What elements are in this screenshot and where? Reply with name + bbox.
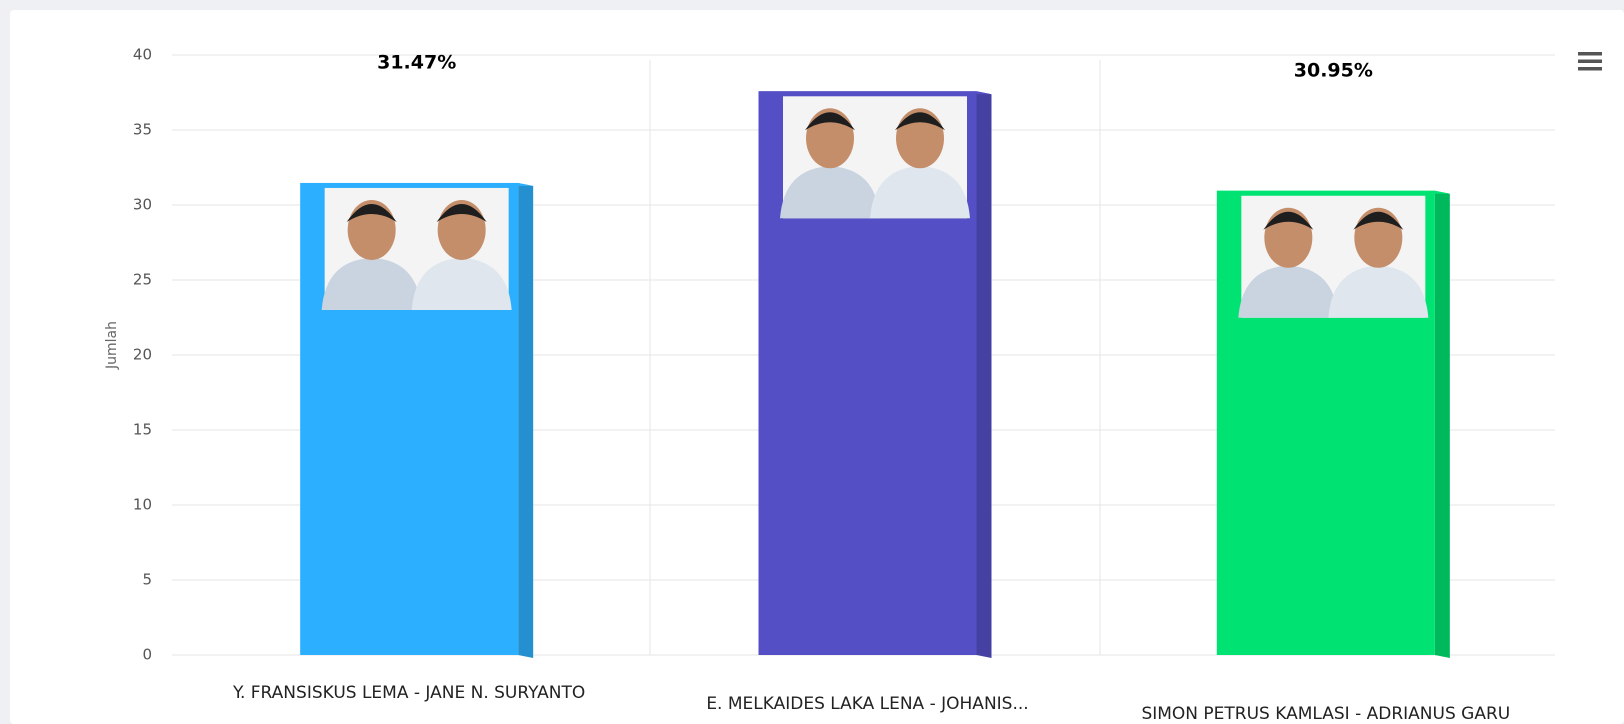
y-tick-label: 5 [142,571,152,589]
y-axis-title: Jumlah [104,321,120,370]
y-tick-label: 20 [133,346,152,364]
y-tick-label: 15 [133,421,152,439]
chart: Jumlah 0 5 10 15 20 25 30 35 40 Y. FRANSISKUS LEM… [0,0,1624,724]
candidate-photo [1238,196,1428,318]
y-tick-label: 10 [133,496,152,514]
x-tick-label: SIMON PETRUS KAMLASI - ADRIANUS GARU [1141,704,1510,724]
bar-side [977,91,992,658]
bar-side [1435,191,1450,658]
y-tick-label: 25 [133,271,152,289]
x-tick-label: E. MELKAIDES LAKA LENA - JOHANIS... [706,694,1028,714]
candidate-photo [322,188,512,310]
y-tick-label: 0 [142,646,152,664]
value-label: 31.47% [377,51,456,73]
menu-button[interactable] [1578,52,1602,71]
candidate-photo [780,96,970,218]
y-tick-label: 30 [133,196,152,214]
y-tick-label: 35 [133,121,152,139]
menu-bar [1578,60,1602,64]
x-tick-label: Y. FRANSISKUS LEMA - JANE N. SURYANTO [232,683,585,703]
page: Jumlah 0 5 10 15 20 25 30 35 40 Y. FRANSISKUS LEM… [0,0,1624,724]
menu-bar [1578,52,1602,56]
y-tick-label: 40 [133,46,152,64]
value-label: 30.95% [1294,59,1373,81]
bar-side [518,183,533,658]
menu-bar [1578,67,1602,71]
